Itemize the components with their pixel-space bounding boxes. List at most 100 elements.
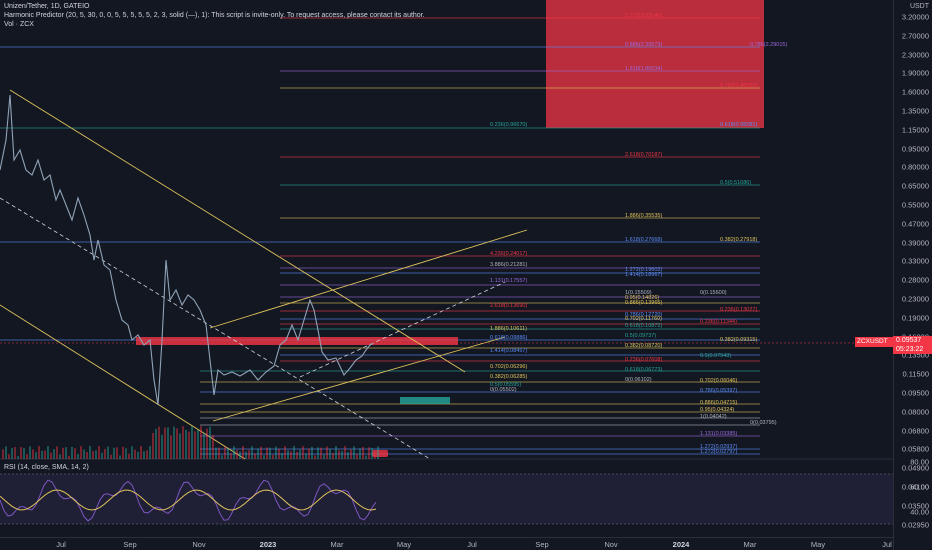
time-tick: Nov xyxy=(192,540,206,549)
resistance-band xyxy=(136,337,458,345)
current-price-tag: 0.09537 05:23:22 xyxy=(893,336,932,354)
price-tick: 0.19000 xyxy=(901,313,929,323)
rsi-band xyxy=(0,474,893,524)
time-axis[interactable]: Jul Sep Nov 2023 Mar May Jul Sep Nov 2024 Mar May Ju… xyxy=(0,537,893,550)
volume-bar xyxy=(47,446,49,459)
volume-bar xyxy=(68,455,70,459)
fib-level-label: 0.95(0.14826) xyxy=(625,295,660,301)
fib-level-label: 0.886(0.13965) xyxy=(625,300,663,306)
volume-bar xyxy=(263,455,265,459)
fib-level-label: 0.886(2.39573) xyxy=(625,42,663,48)
time-tick: May xyxy=(396,540,412,549)
volume-bar xyxy=(131,446,133,459)
indicator-label[interactable]: Harmonic Predictor (20, 5, 30, 0, 0, 5, … xyxy=(4,12,425,19)
volume-bar xyxy=(128,453,130,459)
volume-bar xyxy=(149,446,151,459)
volume-bar xyxy=(197,430,199,459)
volume-bar xyxy=(233,446,235,459)
price-tick: 0.11500 xyxy=(902,369,929,379)
fib-level-label: 0.702(1.48323) xyxy=(720,83,758,89)
price-tick: 3.20000 xyxy=(901,12,929,22)
fib-level-label: 0.382(0.08720) xyxy=(625,343,663,349)
volume-bar xyxy=(218,447,220,459)
fib-level-label: 0.5(0.09737) xyxy=(625,333,657,339)
price-tick: 2.70000 xyxy=(901,31,929,41)
volume-bar xyxy=(221,455,223,459)
volume-bar xyxy=(137,451,139,459)
volume-bar xyxy=(50,452,52,459)
price-tick: 0.04900 xyxy=(901,463,929,473)
price-tick: 0.39000 xyxy=(901,238,929,248)
volume-bar xyxy=(98,446,100,459)
fib-level-label: 0.702(0.11760) xyxy=(625,316,662,322)
volume-bar xyxy=(371,447,373,459)
channel-upper-line xyxy=(9,89,466,373)
volume-bar xyxy=(155,428,157,459)
volume-bar xyxy=(122,446,124,459)
volume-bar xyxy=(29,446,31,459)
volume-bar xyxy=(2,449,4,459)
volume-bar xyxy=(359,448,361,459)
rsi-line xyxy=(0,479,377,522)
volume-bar xyxy=(362,446,364,459)
event-marker xyxy=(372,450,388,457)
volume-bar xyxy=(167,427,169,459)
volume-bar xyxy=(356,453,358,459)
volume-bar xyxy=(92,451,94,459)
price-tick: 0.05800 xyxy=(901,444,929,454)
fib-level-label: 0.236(0.13027) xyxy=(720,307,758,313)
price-tick: 1.90000 xyxy=(901,68,929,78)
volume-bar xyxy=(32,449,34,459)
volume-bar xyxy=(248,449,250,459)
volume-label[interactable]: Vol · ZCX xyxy=(4,21,34,28)
fib-level-label: 1.414(0.18967) xyxy=(625,272,663,278)
volume-bar xyxy=(341,451,343,459)
volume-bar xyxy=(101,452,103,459)
volume-bar xyxy=(119,455,121,459)
volume-bar xyxy=(251,446,253,459)
time-tick: Sep xyxy=(123,540,137,549)
fib-level-label: 0.95(0.04324) xyxy=(700,407,735,413)
rsi-legend[interactable]: RSI (14, close, SMA, 14, 2) xyxy=(4,464,89,471)
fib-level-label: 0.382(0.09315) xyxy=(720,337,758,343)
volume-bar xyxy=(77,453,79,459)
volume-bar xyxy=(254,453,256,459)
volume-bar xyxy=(338,450,340,459)
volume-bar xyxy=(80,446,82,459)
volume-bar xyxy=(290,451,292,459)
volume-bar xyxy=(287,450,289,459)
fib-level-label: 0.618(0.95081) xyxy=(720,122,758,128)
volume-bar xyxy=(8,454,10,459)
fib-level-label: 0.5(0.05595) xyxy=(490,382,522,388)
price-tick: 0.04100 xyxy=(901,482,929,492)
symbol-title[interactable]: Unizen/Tether, 1D, GATEIO xyxy=(4,3,90,10)
fib-level-label: 0.236(0.07608) xyxy=(625,357,663,363)
volume-bar xyxy=(368,447,370,459)
volume-bar xyxy=(245,451,247,459)
volume-bar xyxy=(110,454,112,459)
price-tick: 0.47000 xyxy=(901,219,929,229)
volume-bar xyxy=(65,447,67,459)
fib-level-label: 0.786(0.05397) xyxy=(700,388,738,394)
current-price-value: 0.09537 xyxy=(896,337,922,344)
volume-bar xyxy=(224,446,226,459)
price-axis[interactable]: USDT 3.20000 2.70000 2.30000 1.90000 1.60000… xyxy=(893,0,932,550)
price-tick: 0.13500 xyxy=(901,350,929,360)
fib-level-label: 1.272(0.02797) xyxy=(700,449,738,455)
target-zone-box xyxy=(546,0,764,128)
fib-level-label: 1.131(0.03385) xyxy=(700,431,738,437)
chart-legend: Unizen/Tether, 1D, GATEIO Harmonic Predi… xyxy=(4,2,425,29)
volume-bar xyxy=(257,448,259,459)
time-tick: Sep xyxy=(535,540,549,549)
volume-bar xyxy=(176,428,178,459)
volume-bar xyxy=(35,452,37,459)
volume-bar xyxy=(281,453,283,459)
fib-level-label: 0.618(0.06773) xyxy=(625,367,663,373)
fib-level-label: 0(0.06102) xyxy=(625,377,652,383)
volume-bar xyxy=(38,446,40,459)
time-tick: Mar xyxy=(330,540,344,549)
fib-level-label: 1(0.04042) xyxy=(700,414,727,420)
volume-bar xyxy=(239,451,241,459)
